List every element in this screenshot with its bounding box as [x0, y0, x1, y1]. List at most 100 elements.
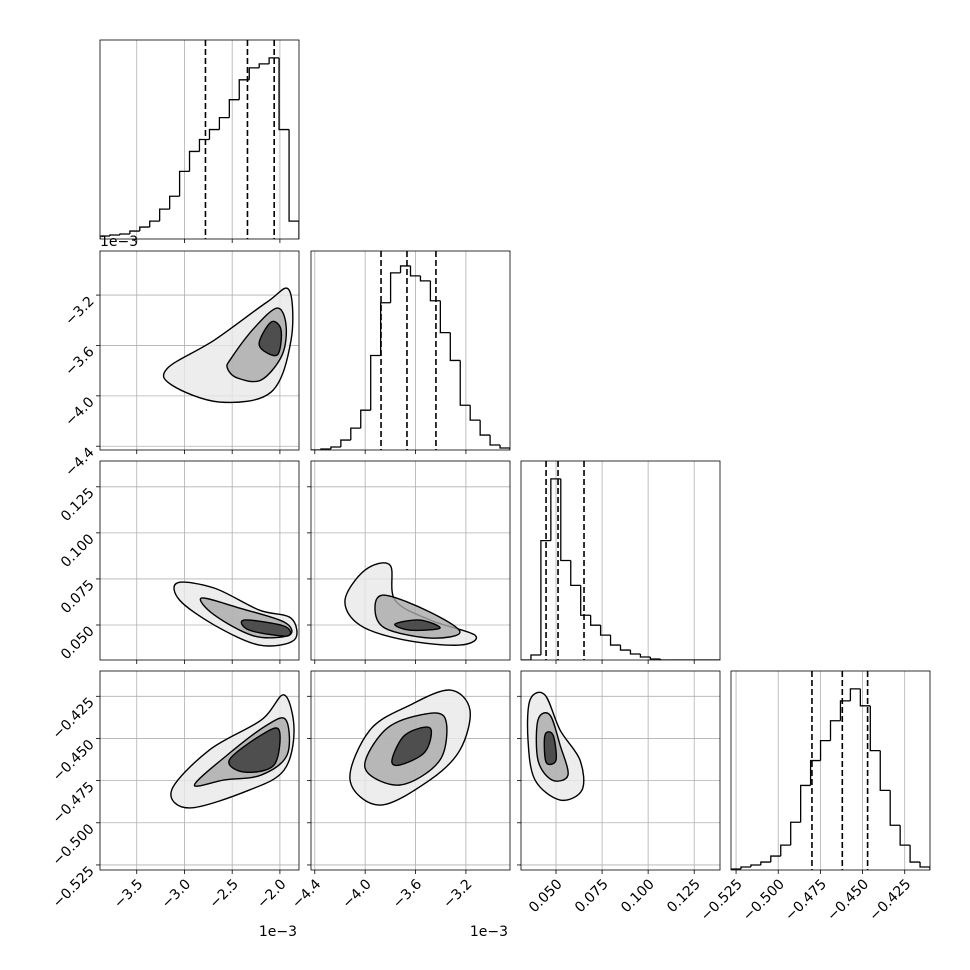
- histogram-step: [550, 478, 561, 541]
- x-tick-label: −0.525: [698, 876, 746, 924]
- histogram-step: [530, 654, 541, 660]
- histogram-step: [590, 615, 601, 626]
- x-tick-label: −4.4: [289, 876, 324, 911]
- histogram-step: [258, 63, 270, 68]
- histogram-step: [731, 868, 741, 870]
- histogram-step: [439, 300, 451, 334]
- histogram-step: [469, 405, 481, 421]
- histogram-step: [188, 150, 200, 172]
- histogram-step: [790, 821, 801, 846]
- y-tick-label: 0.125: [58, 485, 98, 525]
- x-tick-label: −4.0: [339, 876, 374, 911]
- histogram-step: [139, 226, 150, 232]
- y-tick-label: −0.525: [50, 863, 98, 911]
- histogram-step: [459, 360, 471, 406]
- panel-frame: [99, 460, 300, 661]
- histogram-step: [109, 234, 120, 237]
- y-tick-label: 0.100: [58, 531, 98, 571]
- histogram-step: [479, 420, 491, 436]
- y-tick-label: −3.2: [62, 293, 97, 328]
- histogram-step: [198, 138, 210, 152]
- x-tick-label: −3.5: [111, 876, 146, 911]
- contour: [394, 619, 441, 632]
- histogram-step: [659, 659, 671, 660]
- histogram-step: [340, 439, 351, 448]
- histogram-step: [649, 657, 661, 660]
- y-tick-label: −4.4: [62, 445, 97, 480]
- x-tick-label: −2.5: [206, 876, 241, 911]
- x-tick-label: −0.450: [824, 876, 872, 924]
- histogram-step: [449, 332, 461, 362]
- y-tick-label: −0.500: [50, 821, 98, 869]
- histogram-step: [839, 700, 851, 721]
- histogram-step: [740, 866, 751, 870]
- histogram-step: [278, 57, 290, 131]
- y-tick-label: −4.0: [62, 394, 97, 429]
- panel-frame: [310, 670, 511, 871]
- histogram-step: [750, 864, 761, 868]
- panel: [100, 671, 299, 870]
- histogram-step: [899, 825, 911, 846]
- histogram-step: [780, 844, 791, 857]
- x-offset-label: 1e−3: [259, 924, 297, 940]
- panel: [100, 251, 299, 450]
- histogram-step: [829, 720, 841, 741]
- y-tick-label: −0.475: [50, 779, 98, 827]
- y-tick-label: −0.425: [50, 695, 98, 743]
- histogram-step: [859, 688, 871, 707]
- histogram-step: [619, 645, 631, 651]
- panel: [731, 671, 930, 870]
- panel-frame: [520, 670, 721, 871]
- histogram-step: [380, 302, 391, 356]
- panel: [521, 461, 720, 660]
- histogram-step: [809, 759, 821, 786]
- histogram-step: [639, 654, 651, 658]
- contour: [228, 727, 281, 773]
- panel-frame: [730, 670, 931, 871]
- histogram-step: [869, 705, 881, 752]
- histogram-step: [248, 67, 260, 80]
- histogram-step: [159, 208, 170, 222]
- x-tick-label: −0.500: [740, 876, 788, 924]
- panel-frame: [99, 670, 300, 871]
- x-tick-label: −0.475: [782, 876, 830, 924]
- x-tick-label: 0.100: [618, 876, 658, 916]
- x-tick-label: −2.0: [254, 876, 289, 911]
- histogram-step: [208, 128, 220, 140]
- histogram-step: [218, 116, 230, 130]
- histogram-step: [849, 688, 861, 701]
- panel: [100, 461, 299, 660]
- histogram-step: [169, 195, 180, 210]
- y-tick-label: 0.050: [58, 623, 98, 663]
- panel: [521, 671, 720, 870]
- histogram-step: [419, 275, 431, 282]
- histogram-step: [909, 845, 921, 863]
- histogram-step: [580, 585, 591, 616]
- y-tick-label: −0.450: [50, 737, 98, 785]
- histogram-step: [770, 855, 781, 863]
- contour: [258, 320, 283, 357]
- histogram-step: [570, 560, 581, 587]
- histogram-step: [919, 862, 930, 870]
- panel-frame: [310, 460, 511, 661]
- panel-frame: [310, 250, 511, 451]
- histogram-step: [149, 220, 160, 228]
- x-tick-label: −0.425: [866, 876, 914, 924]
- histogram-step: [119, 233, 130, 236]
- panel-frame: [520, 460, 721, 661]
- histogram-step: [560, 478, 571, 562]
- histogram-step: [800, 784, 811, 823]
- x-tick-label: 0.125: [664, 876, 704, 916]
- y-tick-label: −3.6: [62, 344, 97, 379]
- histogram-step: [489, 435, 501, 446]
- histogram-step: [228, 99, 240, 118]
- contour: [543, 731, 557, 766]
- histogram-step: [330, 446, 341, 450]
- x-tick-label: 0.075: [572, 876, 612, 916]
- histogram-step: [399, 265, 411, 273]
- x-tick-label: −3.0: [159, 876, 194, 911]
- histogram-step: [879, 750, 891, 792]
- histogram-step: [819, 740, 831, 761]
